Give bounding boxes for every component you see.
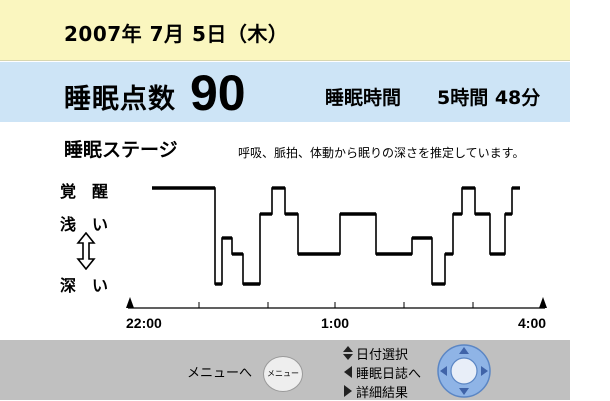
axis-end-marker: [539, 297, 547, 308]
sleep-time-label: 睡眠時間: [325, 87, 402, 109]
sleep-stage-series: [152, 187, 520, 285]
sleep-score-label: 睡眠点数: [64, 84, 176, 115]
nav-detail-result-label: 詳細結果: [356, 386, 409, 401]
left-arrow-icon: [344, 366, 352, 378]
x-tick-label: 22:00: [126, 315, 162, 331]
score-bar: 睡眠点数 90 睡眠時間 5時間 48分: [0, 62, 570, 122]
nav-date-select[interactable]: 日付選択: [342, 344, 408, 363]
menu-button[interactable]: メニュー: [263, 356, 303, 392]
up-down-arrow-icon: [343, 346, 353, 360]
y-label-awake: 覚 醒: [60, 182, 109, 201]
menu-hint-label: メニューへ: [187, 366, 253, 381]
y-label-light: 浅 い: [60, 215, 109, 234]
right-arrow-icon: [344, 385, 352, 397]
sleep-stage-note: 呼吸、脈拍、体動から眠りの深さを推定しています。: [238, 146, 525, 160]
x-tick-label: 4:00: [518, 315, 547, 331]
nav-detail-result[interactable]: 詳細結果: [342, 382, 408, 401]
nav-date-select-label: 日付選択: [356, 348, 409, 363]
date-bar: 2007年 7月 5日（木）: [0, 0, 570, 61]
nav-sleep-diary-label: 睡眠日誌へ: [356, 367, 422, 382]
date-text: 2007年 7月 5日（木）: [64, 22, 289, 46]
sleep-time-value: 5時間 48分: [437, 87, 541, 109]
x-tick-label: 1:00: [321, 315, 350, 331]
sleep-stage-title: 睡眠ステージ: [64, 139, 178, 161]
dpad-icon[interactable]: [436, 343, 492, 399]
sleep-score-value: 90: [190, 65, 246, 121]
nav-sleep-diary[interactable]: 睡眠日誌へ: [342, 363, 421, 382]
axis-start-marker: [126, 297, 134, 308]
y-label-deep: 深 い: [60, 276, 109, 295]
up-down-arrow-icon: [76, 232, 96, 270]
